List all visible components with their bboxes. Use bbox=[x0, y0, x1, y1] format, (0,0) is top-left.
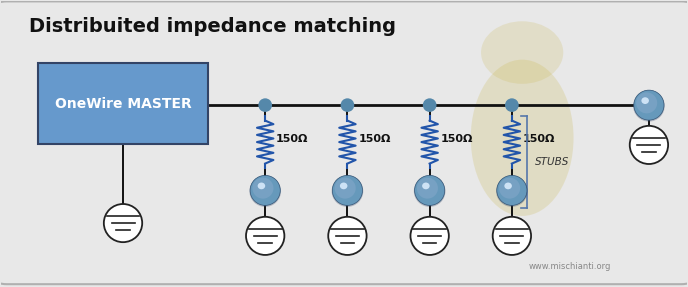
Text: Distribuited impedance matching: Distribuited impedance matching bbox=[29, 17, 396, 36]
Ellipse shape bbox=[259, 98, 272, 112]
Ellipse shape bbox=[423, 98, 436, 112]
Text: 150Ω: 150Ω bbox=[358, 134, 391, 144]
Text: STUBS: STUBS bbox=[535, 157, 570, 167]
Ellipse shape bbox=[493, 217, 531, 255]
Ellipse shape bbox=[633, 90, 665, 122]
Ellipse shape bbox=[471, 60, 574, 216]
Ellipse shape bbox=[328, 217, 367, 255]
Ellipse shape bbox=[250, 175, 280, 205]
Ellipse shape bbox=[413, 175, 446, 207]
Text: 150Ω: 150Ω bbox=[276, 134, 308, 144]
Ellipse shape bbox=[340, 183, 347, 189]
Ellipse shape bbox=[630, 126, 668, 164]
Ellipse shape bbox=[341, 98, 354, 112]
FancyBboxPatch shape bbox=[38, 63, 208, 144]
Ellipse shape bbox=[505, 98, 519, 112]
Ellipse shape bbox=[334, 178, 356, 199]
Ellipse shape bbox=[332, 175, 363, 207]
Ellipse shape bbox=[249, 175, 281, 207]
Text: 150Ω: 150Ω bbox=[523, 134, 555, 144]
Ellipse shape bbox=[497, 175, 527, 205]
Ellipse shape bbox=[258, 183, 265, 189]
Ellipse shape bbox=[415, 175, 444, 205]
Text: OneWire MASTER: OneWire MASTER bbox=[54, 97, 191, 111]
Ellipse shape bbox=[104, 204, 142, 242]
Ellipse shape bbox=[417, 178, 438, 199]
Ellipse shape bbox=[422, 183, 429, 189]
Ellipse shape bbox=[636, 92, 657, 113]
Ellipse shape bbox=[332, 175, 363, 205]
Ellipse shape bbox=[641, 97, 649, 104]
Text: 150Ω: 150Ω bbox=[440, 134, 473, 144]
Ellipse shape bbox=[246, 217, 284, 255]
Text: www.mischianti.org: www.mischianti.org bbox=[529, 262, 612, 272]
Ellipse shape bbox=[496, 175, 528, 207]
Ellipse shape bbox=[411, 217, 449, 255]
Ellipse shape bbox=[504, 183, 512, 189]
Ellipse shape bbox=[252, 178, 274, 199]
Ellipse shape bbox=[499, 178, 520, 199]
Ellipse shape bbox=[481, 21, 563, 84]
Ellipse shape bbox=[634, 90, 664, 120]
